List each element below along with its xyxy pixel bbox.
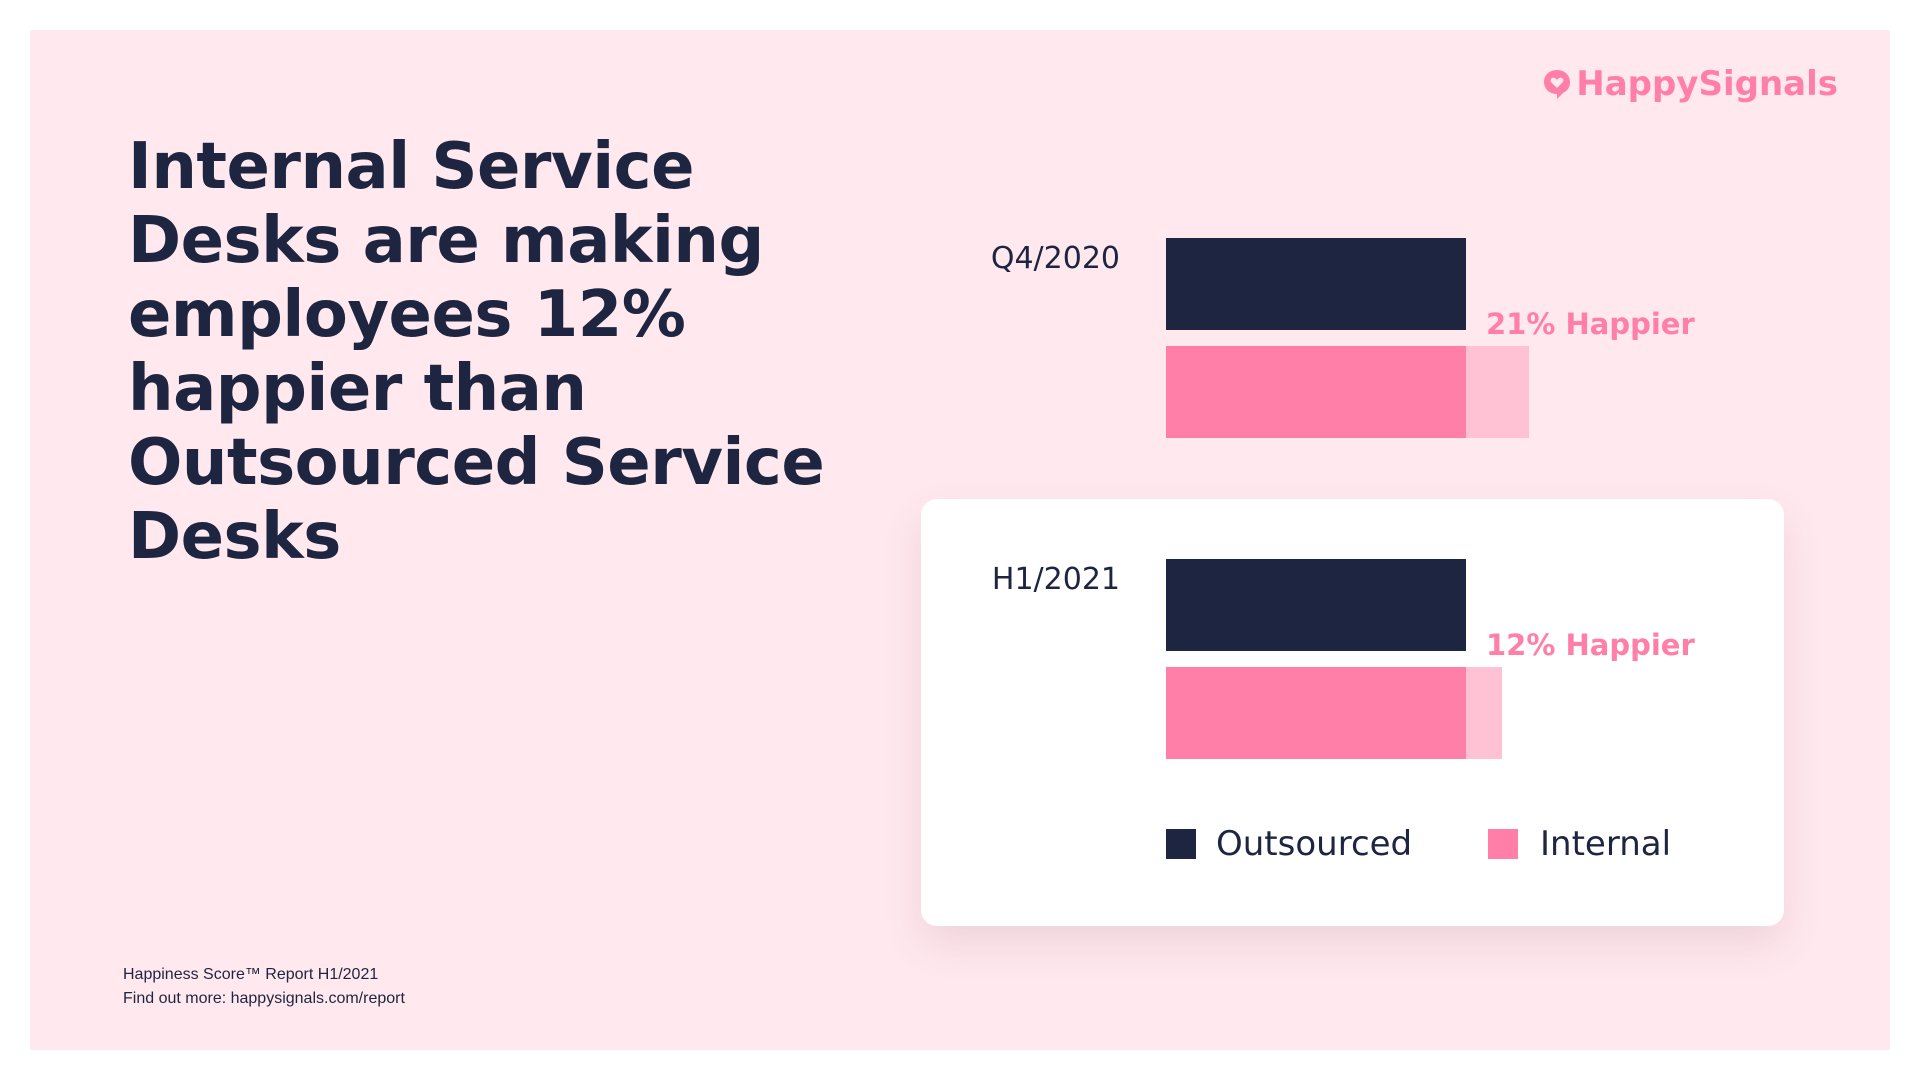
legend-swatch-internal [1488,829,1518,859]
legend-label-outsourced: Outsourced [1216,824,1412,864]
speech-heart-icon [1544,70,1571,99]
bar-chart: Q4/2020 21% Happier H1/2021 12% Happier Outs… [991,238,1695,864]
headline: Internal Service Desks are making employ… [128,130,825,574]
footer: Happiness Score™ Report H1/2021 Find out… [123,963,405,1011]
footer-report-line: Happiness Score™ Report H1/2021 [123,966,379,983]
happier-annotation: 12% Happier [1486,628,1695,662]
legend-label-internal: Internal [1540,824,1671,864]
bar-internal [1166,346,1466,438]
footer-link-line[interactable]: Find out more: happysignals.com/report [123,990,405,1007]
category-label: Q4/2020 [991,241,1120,276]
bar-outsourced [1166,238,1466,330]
legend-swatch-outsourced [1166,829,1196,859]
bar-outsourced [1166,559,1466,651]
slide-background: HappySignals Internal Service Desks are … [30,30,1890,1050]
happier-annotation: 21% Happier [1486,307,1695,341]
brand-logo: HappySignals [1542,64,1838,104]
bar-internal [1166,667,1466,759]
category-label: H1/2021 [992,562,1120,597]
brand-name: HappySignals [1576,64,1838,104]
